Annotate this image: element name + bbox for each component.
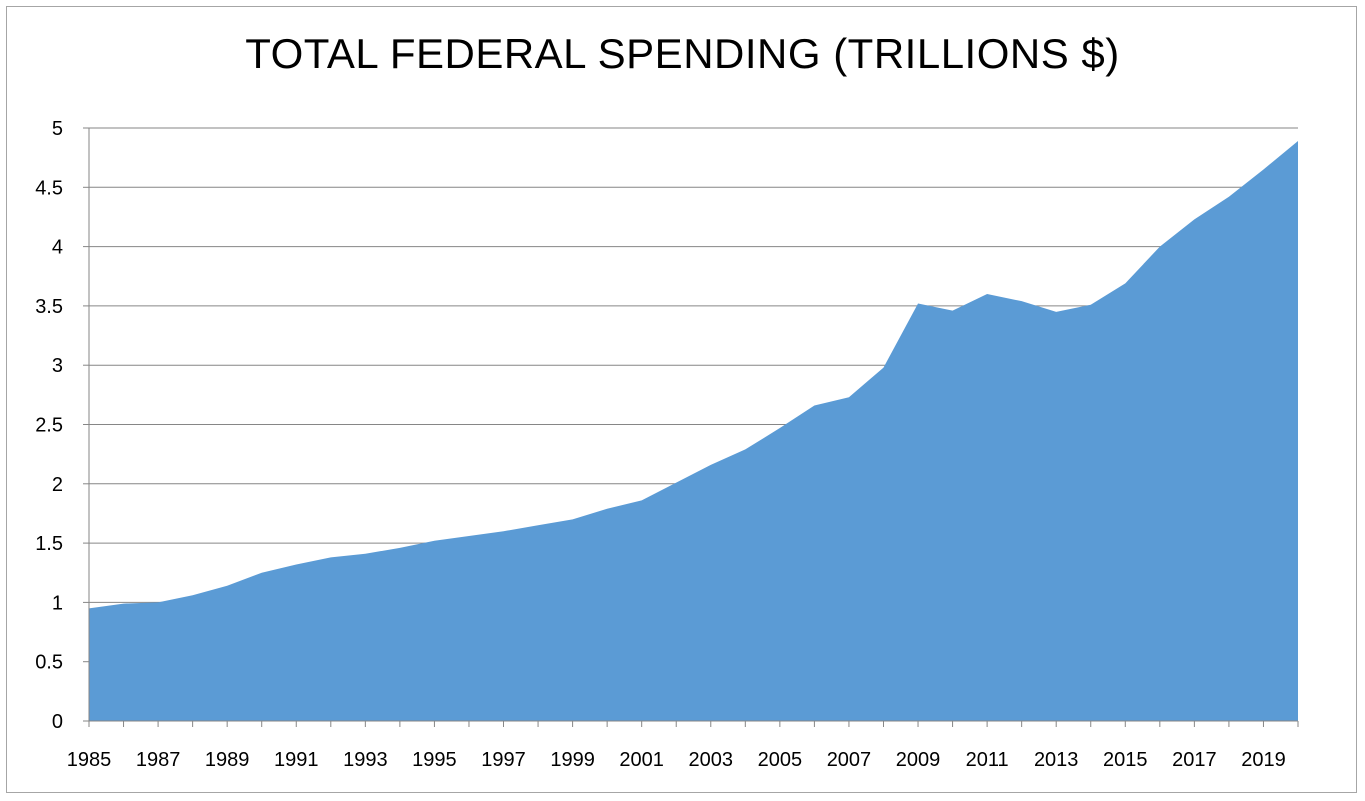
area-series <box>89 141 1298 722</box>
y-tick-label: 3 <box>52 355 63 377</box>
y-tick-label: 2 <box>52 474 63 496</box>
x-tick-label: 2013 <box>1034 749 1079 771</box>
x-tick-label: 2011 <box>966 749 1009 771</box>
x-tick-label: 2017 <box>1172 749 1217 771</box>
x-tick-label: 1999 <box>550 749 595 771</box>
x-tick-label: 2007 <box>827 749 872 771</box>
y-tick-label: 3.5 <box>35 296 63 318</box>
x-tick-label: 2009 <box>896 749 941 771</box>
y-tick-label: 0 <box>52 711 63 733</box>
y-axis-tick-labels: 0 0.5 1 1.5 2 2.5 3 3.5 4 4.5 5 <box>35 118 63 733</box>
y-tick-label: 5 <box>52 118 63 140</box>
y-tick-label: 4 <box>52 237 63 259</box>
x-tick-label: 2005 <box>758 749 803 771</box>
x-tick-label: 2015 <box>1103 749 1148 771</box>
x-tick-label: 1993 <box>343 749 388 771</box>
x-tick-label: 2003 <box>689 749 734 771</box>
x-axis-tick-labels: 1985 1987 1989 1991 1993 1995 1997 1999 2001 2003… <box>67 749 1286 771</box>
y-tick-label: 4.5 <box>35 177 63 199</box>
axes <box>83 127 1299 727</box>
x-tick-label: 1997 <box>481 749 526 771</box>
x-tick-label: 2001 <box>619 749 664 771</box>
x-tick-label: 1989 <box>205 749 250 771</box>
x-tick-label: 1995 <box>412 749 457 771</box>
y-tick-label: 2.5 <box>35 415 63 437</box>
y-tick-label: 1.5 <box>35 533 63 555</box>
chart-title: TOTAL FEDERAL SPENDING (TRILLIONS $) <box>245 30 1120 77</box>
area-series-fill <box>89 141 1298 722</box>
x-tick-label: 1985 <box>67 749 112 771</box>
y-tick-label: 0.5 <box>35 652 63 674</box>
x-tick-label: 1987 <box>136 749 181 771</box>
x-tick-label: 1991 <box>274 749 319 771</box>
y-tick-label: 1 <box>52 592 63 614</box>
x-tick-label: 2019 <box>1241 749 1286 771</box>
